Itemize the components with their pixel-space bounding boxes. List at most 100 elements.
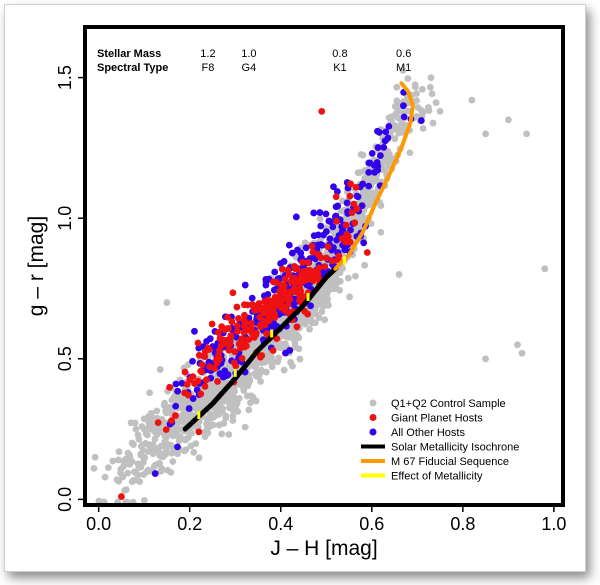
control-sample-point [402, 96, 410, 104]
control-sample-point [262, 368, 270, 376]
giant-planet-host-point [166, 383, 173, 391]
x-tick-label: 1.0 [541, 514, 566, 534]
control-sample-point [281, 332, 289, 340]
giant-planet-host-point [195, 428, 203, 436]
giant-planet-host-point [227, 332, 235, 340]
control-sample-point [351, 272, 359, 280]
control-sample-point [169, 458, 177, 465]
giant-planet-host-point [238, 354, 246, 362]
other-host-point [365, 168, 373, 176]
other-host-point [233, 333, 240, 341]
legend-metallicity-effect: Effect of Metallicity [361, 471, 483, 483]
control-sample-point [139, 441, 147, 449]
control-sample-point [391, 135, 399, 143]
other-host-point [262, 276, 270, 283]
control-sample-point [316, 215, 324, 223]
control-sample-point [344, 274, 352, 282]
other-host-point [343, 199, 351, 207]
giant-planet-host-point [324, 243, 332, 251]
giant-planet-host-point [285, 271, 293, 278]
control-sample-point [201, 433, 209, 440]
giant-planet-host-point [263, 330, 271, 337]
legend-solar-isochrone-label: Solar Metallicity Isochrone [391, 442, 519, 454]
control-sample-point [358, 217, 366, 225]
giant-planet-host-point [233, 303, 241, 311]
x-axis-label: J – H [mag] [270, 537, 377, 560]
control-sample-point [163, 299, 171, 306]
control-sample-point [253, 372, 260, 380]
giant-planet-host-point [248, 301, 256, 309]
other-host-point [191, 327, 198, 335]
giant-planet-host-point [215, 329, 222, 336]
other-host-point [221, 367, 229, 375]
control-sample-point [356, 169, 364, 176]
other-host-point [329, 244, 337, 251]
legend-metallicity-effect-label: Effect of Metallicity [391, 471, 483, 483]
giant-planet-host-point [317, 254, 325, 262]
giant-planet-host-point [258, 352, 266, 359]
control-sample-point [424, 104, 432, 111]
control-sample-point [136, 478, 144, 486]
giant-planet-host-point [315, 264, 323, 272]
control-sample-point [336, 277, 344, 285]
control-sample-point [174, 450, 181, 458]
x-tick-label: 0.8 [450, 514, 475, 534]
giant-planet-host-point [277, 297, 285, 305]
giant-planet-host-point [216, 347, 223, 354]
other-host-point [382, 128, 390, 136]
control-sample-point [245, 406, 253, 414]
control-sample-point [122, 455, 130, 463]
other-host-point [286, 347, 294, 354]
spectral-type-value: F8 [201, 62, 214, 74]
control-sample-point [138, 423, 146, 430]
control-sample-point [156, 366, 164, 373]
other-host-point [332, 212, 340, 220]
giant-planet-host-point [269, 347, 277, 354]
giant-planet-host-point [282, 307, 290, 315]
giant-planet-host-point [197, 390, 205, 398]
control-sample-point [130, 476, 138, 484]
legend-all-other-hosts-marker [369, 428, 377, 436]
giant-planet-host-point [283, 295, 290, 303]
giant-planet-host-point [229, 289, 237, 297]
control-sample-point [264, 357, 271, 364]
model-lines [182, 81, 415, 432]
control-sample-point [240, 373, 248, 381]
control-sample-point [244, 382, 252, 390]
spectral-type-value: K1 [333, 62, 346, 74]
other-host-point [288, 249, 296, 257]
control-sample-point [187, 442, 195, 450]
control-sample-point [523, 130, 530, 138]
control-sample-point [176, 436, 183, 444]
control-sample-point [140, 471, 148, 478]
control-sample-point [122, 486, 130, 494]
solar-metallicity-isochrone-line [182, 266, 338, 432]
control-sample-point [361, 261, 368, 269]
giant-planet-host-point [168, 417, 175, 425]
plot-area-border [83, 25, 565, 507]
giant-planet-host-point [348, 209, 356, 217]
giant-planet-host-point [280, 287, 288, 295]
control-sample-point [395, 271, 403, 278]
control-sample-point [134, 460, 142, 468]
control-sample-point [170, 428, 178, 435]
figure-frame: 0.0 0.2 0.4 0.6 0.8 1.0 0.0 0.5 1.0 1.5 J – H [m… [4, 4, 586, 572]
giant-planet-host-point [346, 192, 354, 200]
giant-planet-host-point [197, 367, 205, 375]
control-sample-point [391, 102, 399, 110]
giant-planet-host-point [237, 339, 245, 347]
other-host-point [417, 117, 425, 124]
giant-planet-host-point [347, 180, 354, 188]
giant-planet-host-point [304, 259, 312, 267]
control-sample-point [178, 412, 186, 420]
control-sample-point [157, 467, 165, 475]
y-axis: 0.0 0.5 1.0 1.5 [55, 65, 85, 512]
legend: Q1+Q2 Control Sample Giant Planet Hosts Al… [361, 398, 519, 483]
control-sample-point [173, 394, 181, 402]
y-tick-label: 1.5 [55, 65, 75, 90]
control-sample-point [436, 107, 444, 115]
control-sample-point [360, 196, 367, 204]
stellar-mass-label: Stellar Mass [97, 48, 161, 60]
giant-planet-host-point [252, 331, 260, 339]
giant-planet-host-point [309, 248, 317, 256]
